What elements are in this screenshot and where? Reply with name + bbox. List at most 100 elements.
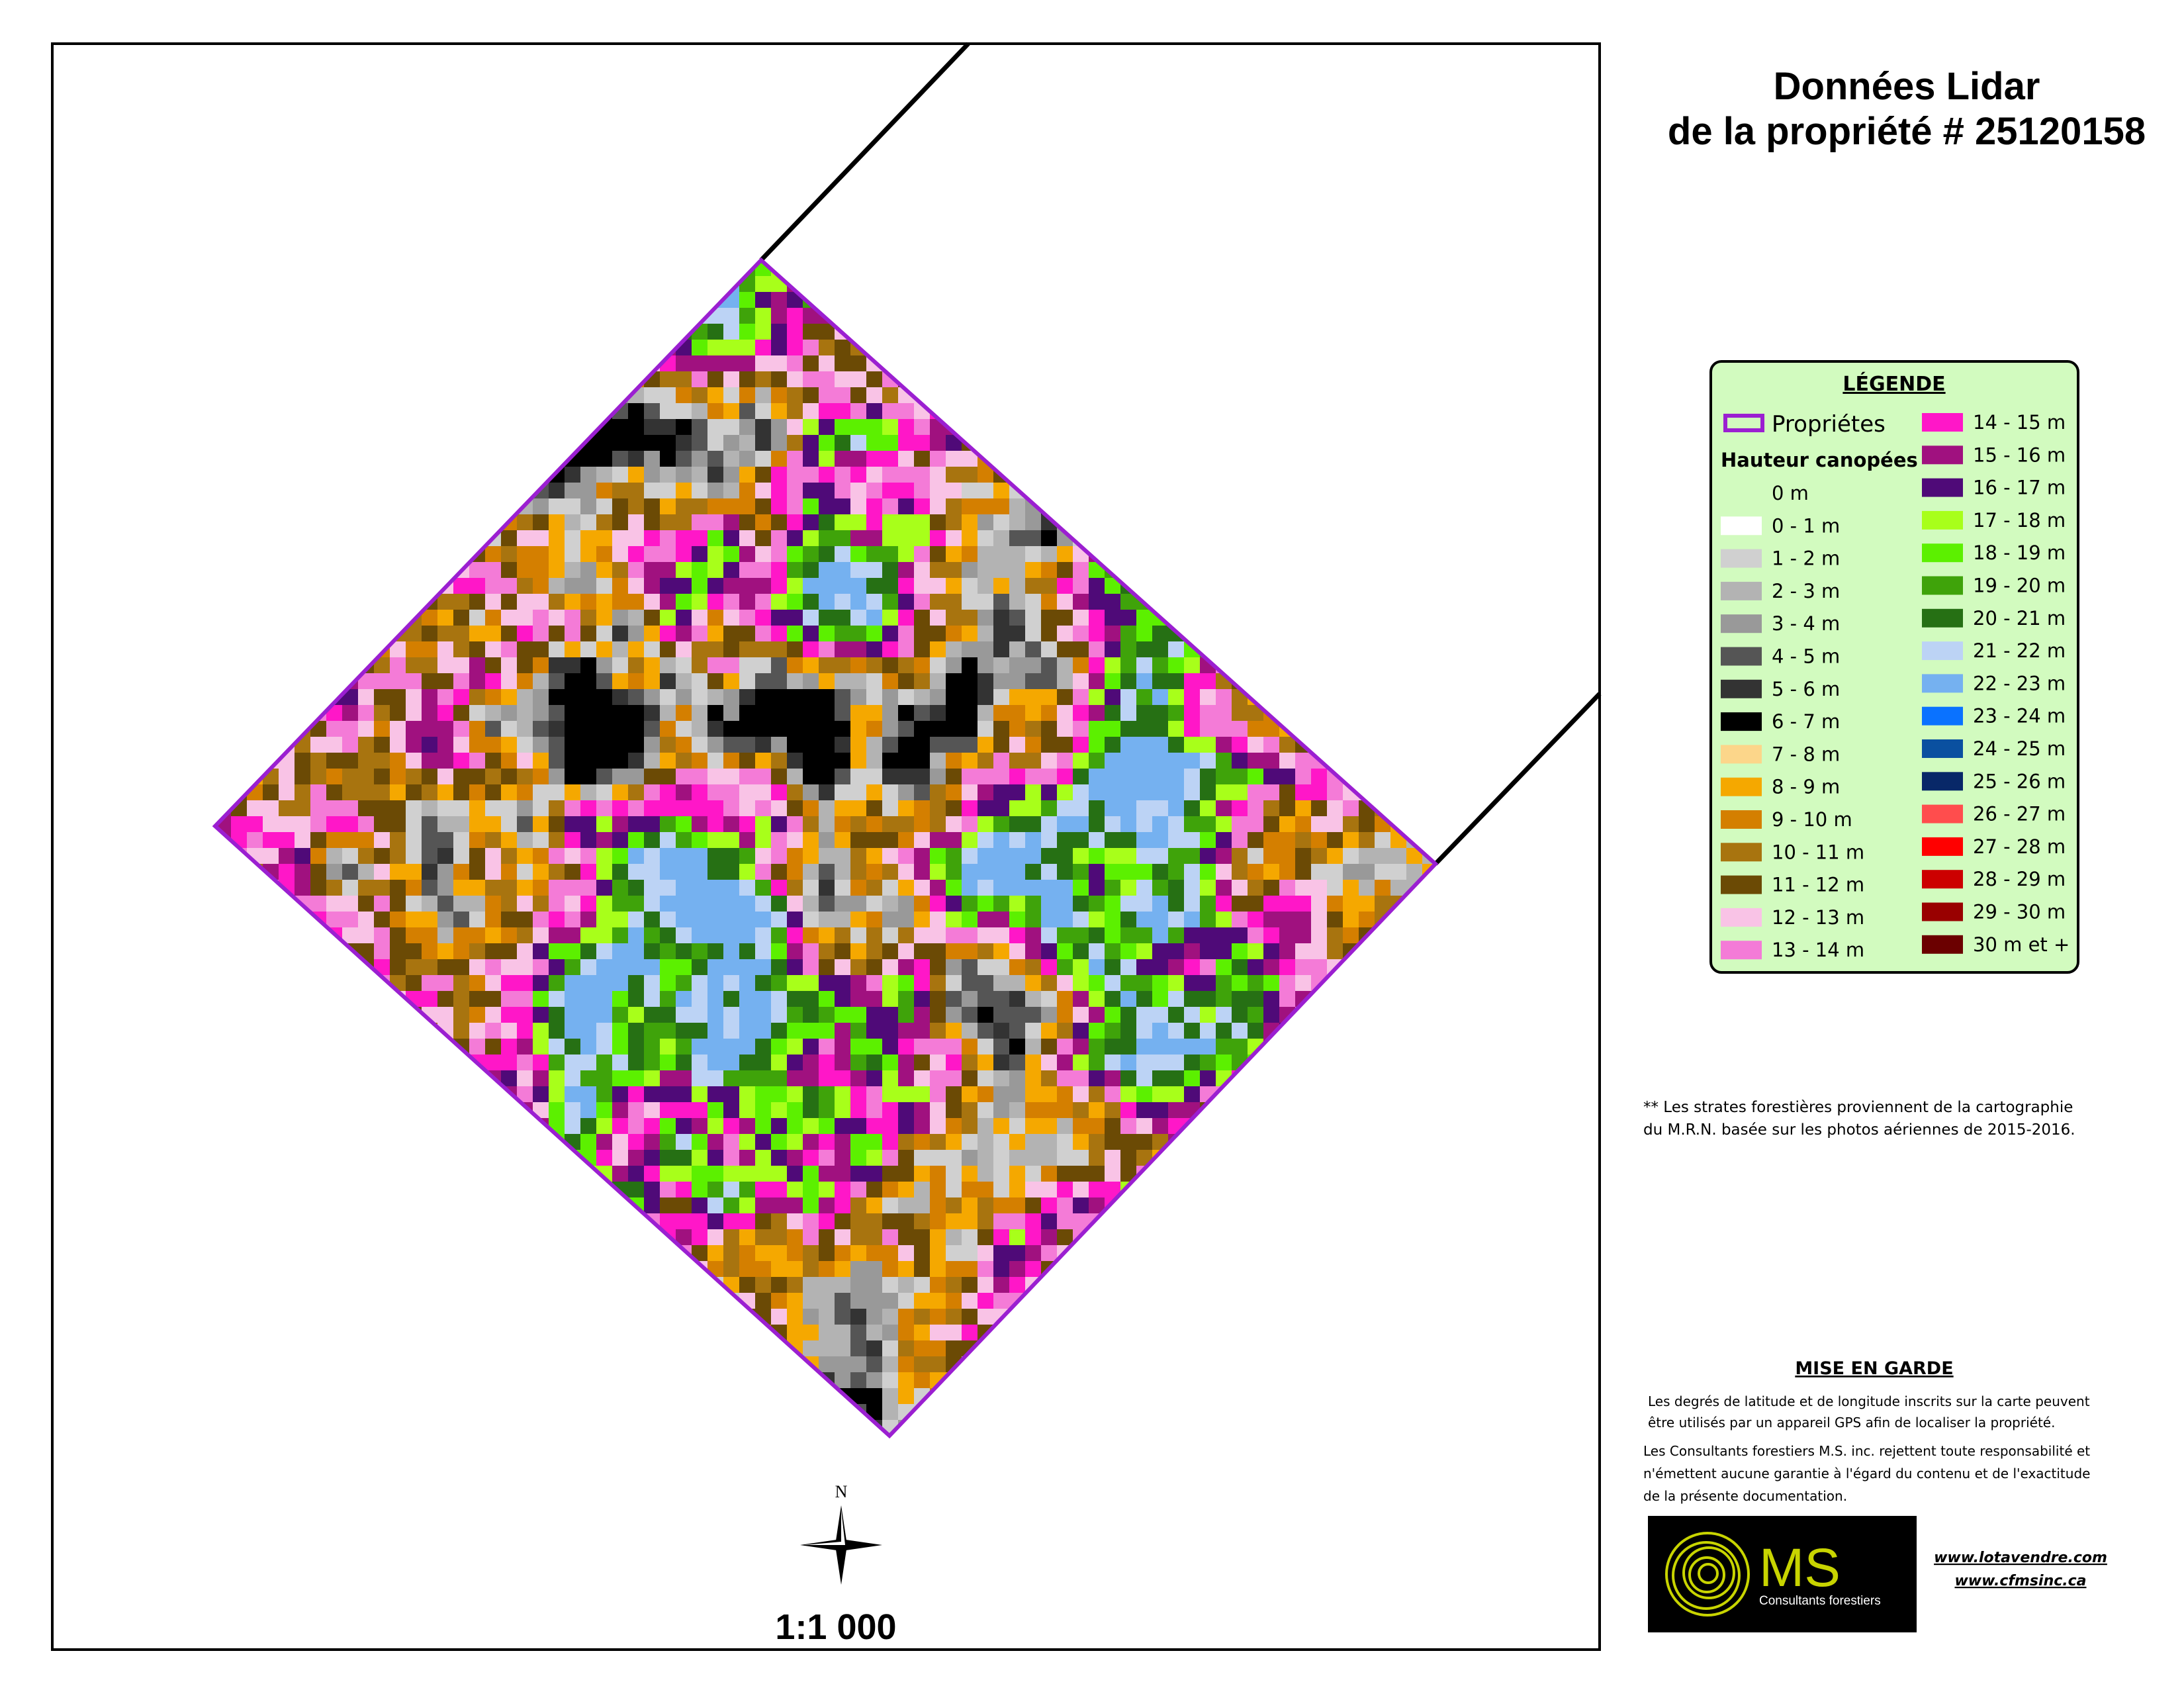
raster-cell [644, 514, 660, 531]
raster-cell [437, 737, 454, 753]
raster-cell [1120, 626, 1137, 642]
raster-cell [1136, 721, 1153, 737]
raster-cell [1216, 753, 1232, 769]
raster-cell [676, 721, 692, 737]
raster-cell [549, 959, 565, 976]
raster-cell [676, 1150, 692, 1166]
raster-cell [596, 864, 613, 880]
raster-cell [469, 1023, 486, 1039]
raster-cell [517, 800, 533, 817]
raster-cell [628, 578, 645, 594]
raster-cell [914, 578, 931, 594]
raster-cell [1136, 705, 1153, 722]
raster-cell [580, 1055, 597, 1071]
raster-cell [707, 1023, 724, 1039]
raster-cell [1009, 1134, 1026, 1150]
raster-cell [914, 514, 931, 531]
raster-cell [803, 530, 819, 547]
raster-cell [660, 626, 676, 642]
raster-cell [978, 1070, 994, 1087]
raster-cell [739, 1277, 756, 1293]
raster-cell [565, 673, 581, 690]
raster-cell [1311, 848, 1328, 865]
raster-cell [914, 1007, 931, 1023]
raster-cell [692, 832, 708, 849]
raster-cell [898, 721, 915, 737]
raster-cell [1136, 610, 1153, 626]
raster-cell [819, 451, 835, 467]
raster-cell [1168, 816, 1185, 833]
raster-cell [565, 578, 581, 594]
raster-cell [914, 975, 931, 992]
raster-cell [1200, 975, 1216, 992]
raster-cell [485, 1007, 502, 1023]
raster-cell [993, 1261, 1010, 1278]
raster-cell [612, 530, 629, 547]
raster-cell [437, 880, 454, 896]
raster-cell [1216, 880, 1232, 896]
raster-cell [1168, 975, 1185, 992]
raster-cell [310, 784, 327, 801]
raster-cell [755, 387, 772, 404]
raster-cell [723, 1261, 740, 1278]
raster-cell [755, 721, 772, 737]
raster-cell [978, 896, 994, 912]
raster-cell [390, 657, 406, 674]
raster-cell [771, 912, 788, 928]
raster-cell [1041, 721, 1058, 737]
raster-cell [1136, 880, 1153, 896]
raster-cell [469, 848, 486, 865]
raster-cell [1009, 530, 1026, 547]
raster-cell [914, 943, 931, 960]
raster-cell [993, 562, 1010, 579]
raster-cell [549, 610, 565, 626]
raster-cell [660, 1213, 676, 1230]
raster-cell [771, 1118, 788, 1135]
raster-cell [898, 991, 915, 1008]
raster-cell [962, 848, 978, 865]
raster-cell [628, 1182, 645, 1198]
raster-cell [707, 1213, 724, 1230]
raster-cell [660, 1007, 676, 1023]
raster-cell [755, 594, 772, 610]
raster-cell [390, 673, 406, 690]
raster-cell [692, 340, 708, 356]
raster-cell [723, 546, 740, 563]
raster-cell [279, 848, 295, 865]
raster-cell [1295, 800, 1312, 817]
raster-cell [739, 737, 756, 753]
raster-cell [771, 657, 788, 674]
raster-cell [914, 896, 931, 912]
raster-cell [898, 1229, 915, 1246]
raster-cell [517, 689, 533, 706]
raster-cell [739, 800, 756, 817]
raster-cell [898, 769, 915, 785]
raster-cell [1041, 832, 1058, 849]
raster-cell [660, 975, 676, 992]
raster-cell [819, 483, 835, 499]
raster-cell [946, 1086, 962, 1103]
raster-cell [771, 705, 788, 722]
raster-cell [1057, 832, 1073, 849]
raster-cell [993, 975, 1010, 992]
raster-cell [1009, 1182, 1026, 1198]
raster-cell [565, 927, 581, 944]
raster-cell [819, 1023, 835, 1039]
raster-cell [1025, 1245, 1042, 1262]
raster-cell [422, 975, 438, 992]
raster-cell [914, 1023, 931, 1039]
raster-cell [946, 832, 962, 849]
raster-cell [723, 832, 740, 849]
raster-cell [1184, 705, 1201, 722]
raster-cell [310, 832, 327, 849]
raster-cell [1089, 1023, 1105, 1039]
raster-cell [533, 896, 549, 912]
raster-cell [882, 832, 899, 849]
raster-cell [422, 959, 438, 976]
raster-cell [692, 737, 708, 753]
raster-cell [819, 1213, 835, 1230]
raster-cell [326, 896, 343, 912]
raster-cell [850, 1213, 867, 1230]
raster-cell [819, 340, 835, 356]
raster-cell [533, 1086, 549, 1103]
